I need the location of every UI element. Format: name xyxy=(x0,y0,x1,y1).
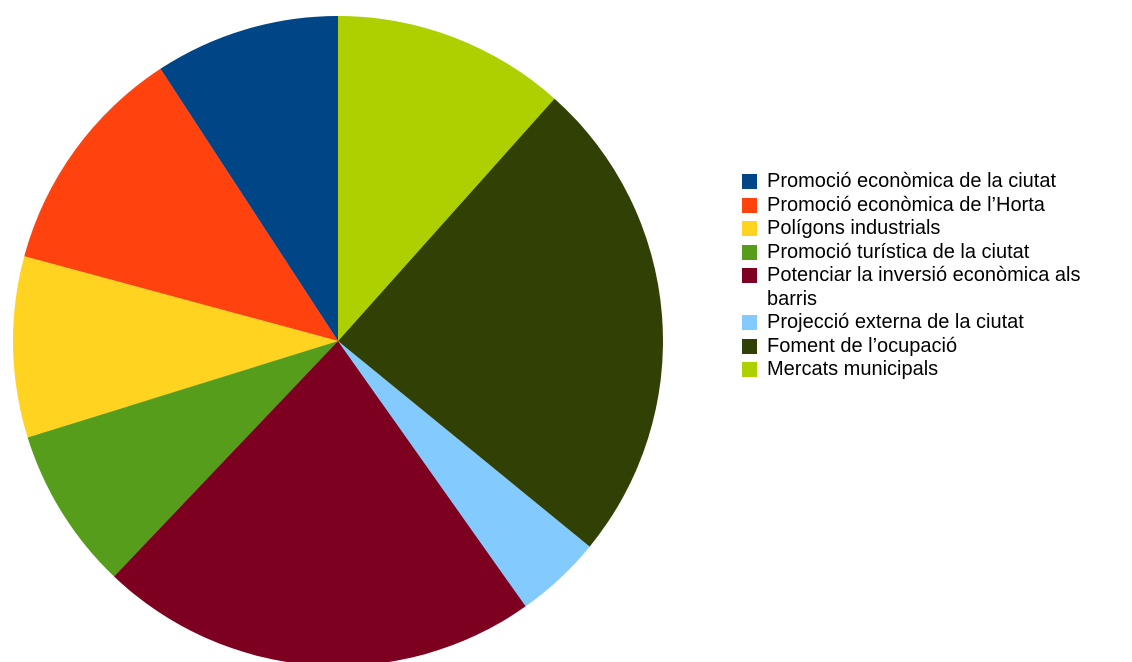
legend-swatch xyxy=(742,244,757,260)
legend-label: Promoció econòmica de l’Horta xyxy=(767,193,1045,216)
legend-item: Potenciar la inversió econòmica als barr… xyxy=(742,264,1127,311)
pie-slice xyxy=(160,16,338,341)
legend-label: Mercats municipals xyxy=(767,358,939,380)
legend-item: Mercats municipals xyxy=(742,358,1127,382)
legend-swatch xyxy=(742,197,757,213)
pie-slice xyxy=(13,256,338,438)
pie-slice xyxy=(338,341,590,607)
legend-swatch xyxy=(742,221,757,236)
pie-slice xyxy=(338,98,663,547)
legend-item: Promoció econòmica de la ciutat xyxy=(742,170,1127,194)
legend-item: Polígons industrials xyxy=(742,217,1127,241)
legend-label: Potenciar la inversió econòmica als barr… xyxy=(767,264,1081,310)
pie-slice xyxy=(114,341,526,662)
chart xyxy=(13,16,663,662)
legend-swatch xyxy=(742,268,757,283)
legend-item: Promoció turística de la ciutat xyxy=(742,241,1127,265)
legend-swatch xyxy=(742,362,757,377)
legend-swatch xyxy=(742,338,757,354)
pie-slice xyxy=(338,16,555,341)
legend-item: Promoció econòmica de l’Horta xyxy=(742,194,1127,218)
legend-item: Projecció externa de la ciutat xyxy=(742,311,1127,335)
legend-label: Projecció externa de la ciutat xyxy=(767,311,1024,333)
legend-label: Polígons industrials xyxy=(767,217,941,239)
legend-label: Foment de l’ocupació xyxy=(767,334,958,357)
legend: Promoció econòmica de la ciutat Promoció … xyxy=(742,170,1127,382)
legend-label: Promoció econòmica de la ciutat xyxy=(767,170,1057,192)
legend-swatch xyxy=(742,315,757,330)
legend-label: Promoció turística de la ciutat xyxy=(767,240,1030,263)
legend-swatch xyxy=(742,174,757,189)
legend-item: Foment de l’ocupació xyxy=(742,335,1127,359)
pie-slice xyxy=(27,341,338,577)
pie-slice xyxy=(24,68,338,341)
